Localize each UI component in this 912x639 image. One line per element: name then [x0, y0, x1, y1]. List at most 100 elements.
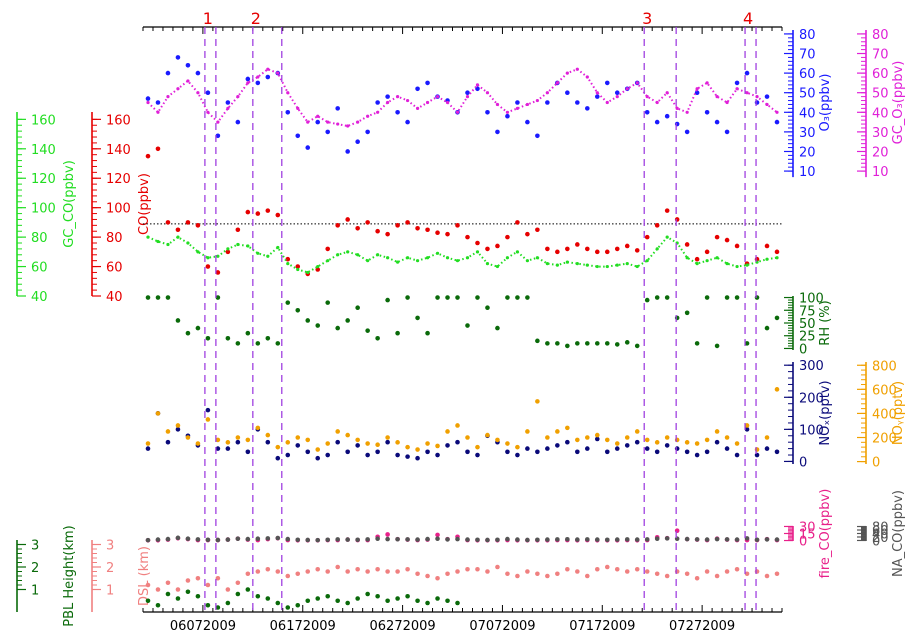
axis-tick-label: 3 [31, 539, 39, 554]
data-point [405, 566, 410, 572]
data-point [744, 536, 750, 541]
data-point [205, 90, 211, 96]
series-rh-0 [145, 295, 780, 349]
data-point [245, 76, 251, 82]
data-point [415, 315, 420, 321]
data-point [614, 537, 620, 542]
data-point [734, 537, 740, 542]
axis-tick-label: 1 [106, 584, 114, 599]
data-point [215, 605, 221, 610]
axis-tick-label: 80 [31, 231, 48, 246]
data-point [355, 537, 360, 543]
data-point [445, 295, 450, 300]
data-point [195, 537, 201, 542]
data-point [694, 441, 700, 446]
series-fire-0 [145, 528, 780, 543]
series-pbl-1 [145, 587, 460, 610]
data-point [734, 80, 740, 86]
data-point [415, 537, 420, 542]
data-point [235, 580, 241, 586]
data-point [345, 600, 350, 606]
data-point [654, 449, 660, 455]
data-point [445, 598, 450, 604]
data-point [285, 452, 291, 458]
data-point [185, 578, 191, 583]
data-point [375, 335, 380, 341]
data-point [704, 295, 710, 300]
axis-tick-label: 60 [872, 67, 889, 82]
data-point [594, 94, 600, 99]
data-point [585, 435, 590, 440]
data-point [545, 573, 550, 579]
data-point [375, 228, 380, 234]
time-tick-label: 07272009 [669, 619, 735, 634]
data-point [565, 90, 570, 96]
data-point [525, 295, 530, 300]
data-point [495, 437, 500, 443]
data-point [355, 437, 360, 443]
data-point [315, 119, 321, 125]
axis-tick-label: 100 [106, 202, 131, 217]
axis-label-co-0: CO(ppbv) [137, 173, 152, 235]
axis-tick-label: 80 [799, 28, 816, 43]
data-point [255, 80, 261, 86]
data-point [725, 100, 729, 105]
data-point [196, 250, 200, 254]
data-point [415, 598, 420, 604]
data-point [345, 318, 350, 323]
data-point [375, 100, 380, 105]
data-point [275, 600, 281, 606]
data-point [295, 602, 301, 608]
data-point [624, 569, 630, 574]
data-point [245, 209, 251, 215]
data-point [635, 264, 639, 269]
data-point [275, 444, 281, 450]
data-point [774, 119, 780, 125]
axis-tick-label: 70 [872, 48, 889, 63]
data-point [535, 133, 540, 139]
data-point [285, 109, 291, 115]
data-point [425, 330, 430, 336]
data-point [744, 341, 750, 346]
axis-tick-label: 3 [106, 539, 114, 554]
axis-tick-label: 40 [31, 290, 48, 305]
data-point [155, 146, 161, 152]
data-point [694, 452, 700, 458]
data-point [664, 208, 670, 213]
data-point [515, 295, 520, 300]
data-point [714, 429, 720, 434]
data-point [545, 341, 550, 346]
data-point [425, 227, 430, 233]
axis-tick-label: 15 [799, 528, 816, 543]
data-point [185, 220, 191, 225]
data-point [265, 208, 271, 213]
axis-tick-label: 40 [106, 290, 123, 305]
data-point [355, 305, 360, 311]
data-point [485, 246, 490, 252]
time-tick-label: 07172009 [569, 619, 635, 634]
data-point [235, 536, 241, 542]
axis-tick-label: 80 [106, 231, 123, 246]
data-point [245, 587, 251, 592]
data-point [395, 223, 400, 228]
axis-tick-label: 140 [31, 143, 56, 158]
data-point [295, 307, 301, 313]
data-point [654, 536, 660, 542]
data-point [405, 593, 410, 599]
axis-tick-label: 800 [872, 359, 897, 374]
data-point [405, 220, 410, 225]
data-point [365, 569, 370, 574]
data-point [185, 589, 191, 595]
data-point [265, 74, 271, 80]
data-point [365, 591, 370, 597]
data-point [594, 566, 600, 572]
data-point [235, 435, 241, 440]
time-tick-label: 06072009 [170, 619, 236, 634]
data-point [774, 571, 780, 577]
data-point [714, 439, 720, 445]
data-point [714, 343, 720, 349]
data-point [365, 537, 370, 542]
data-point [345, 449, 350, 455]
axis-tick-label: 30 [799, 520, 816, 535]
data-point [425, 600, 430, 606]
